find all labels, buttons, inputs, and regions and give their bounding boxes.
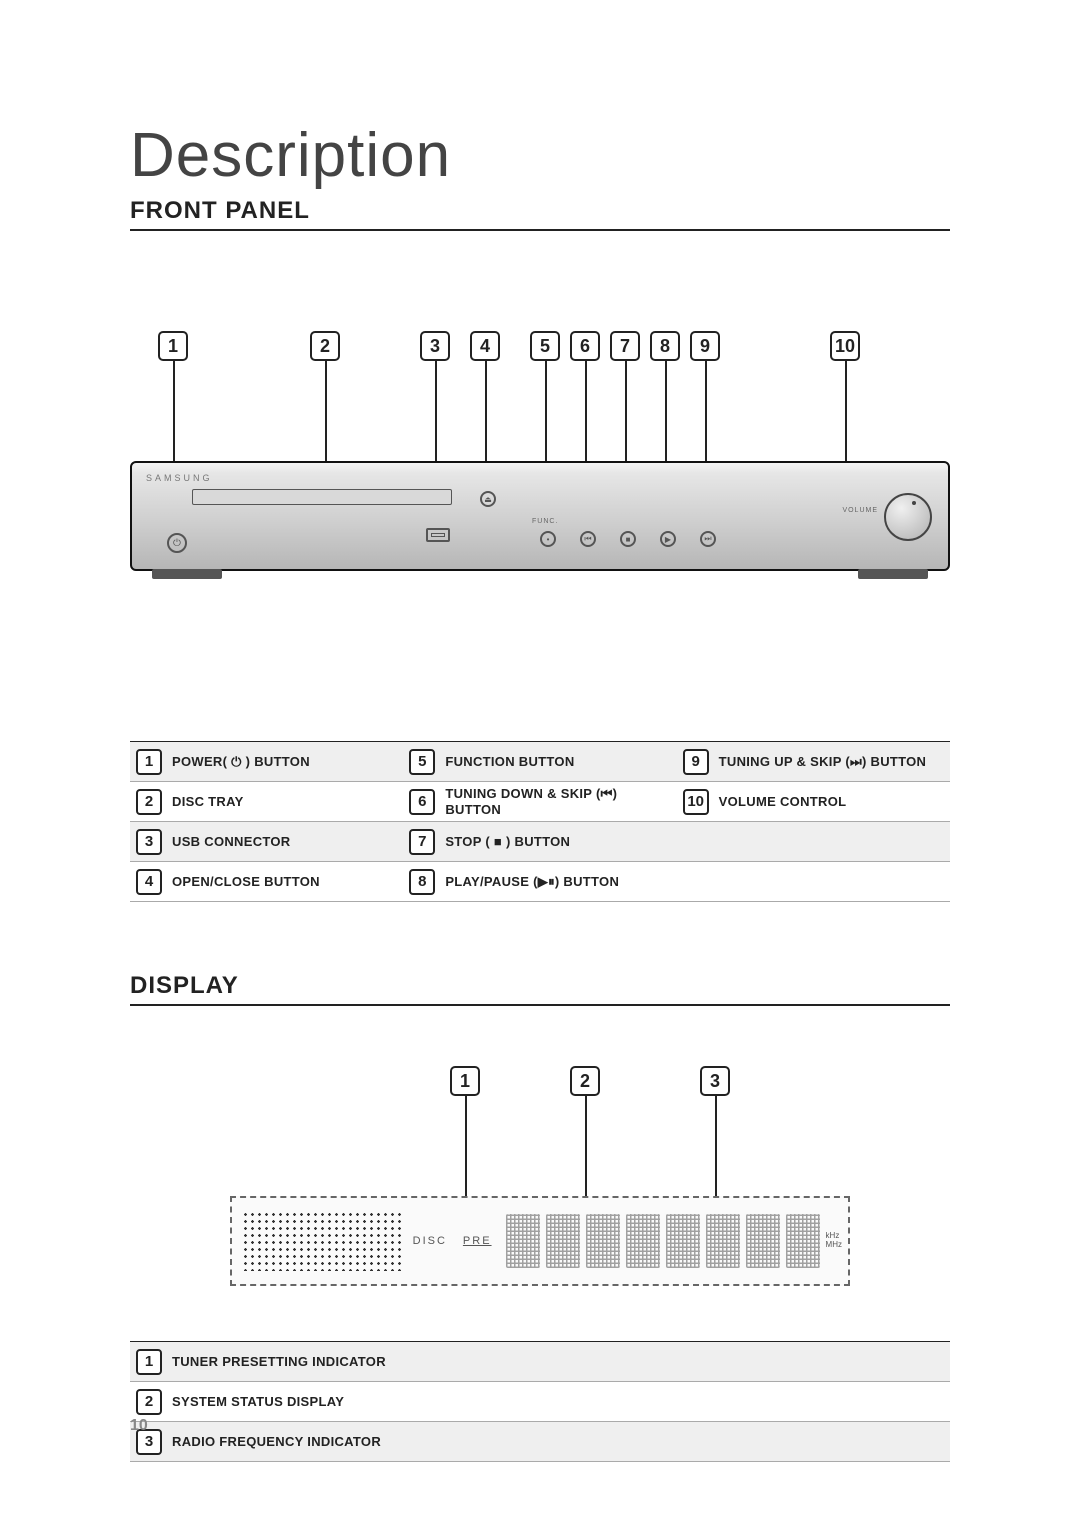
- legend-row: 2 SYSTEM STATUS DISPLAY: [130, 1382, 950, 1422]
- callout-6: 6: [570, 331, 600, 361]
- brand-label: SAMSUNG: [146, 473, 213, 483]
- legend-num: 5: [409, 749, 435, 775]
- disc-label: DISC: [413, 1235, 447, 1247]
- display-callouts: 1 2 3: [130, 1066, 950, 1106]
- callout-9: 9: [690, 331, 720, 361]
- legend-row: 4 OPEN/CLOSE BUTTON: [130, 862, 403, 902]
- play-pause-icon: ▶: [660, 531, 676, 547]
- legend-label: PLAY/PAUSE (▶⏸) BUTTON: [445, 874, 619, 890]
- legend-row: 3 RADIO FREQUENCY INDICATOR: [130, 1422, 950, 1462]
- legend-label: OPEN/CLOSE BUTTON: [172, 874, 320, 889]
- legend-num: 8: [409, 869, 435, 895]
- legend-row: [677, 822, 950, 862]
- volume-knob: [884, 493, 932, 541]
- callout-3: 3: [420, 331, 450, 361]
- legend-label: TUNER PRESETTING INDICATOR: [172, 1354, 386, 1369]
- legend-num: 2: [136, 789, 162, 815]
- front-panel-legend: 1 POWER( ⏻ ) BUTTON 2 DISC TRAY 3 USB CO…: [130, 741, 950, 902]
- legend-num: 4: [136, 869, 162, 895]
- legend-num: 10: [683, 789, 709, 815]
- display-callout-2: 2: [570, 1066, 600, 1096]
- skip-fwd-icon: ⏭: [700, 531, 716, 547]
- legend-row: 6 TUNING DOWN & SKIP (⏮) BUTTON: [403, 782, 676, 822]
- pre-label: PRE: [463, 1235, 492, 1247]
- legend-row: [677, 862, 950, 902]
- legend-label: TUNING UP & SKIP (⏭) BUTTON: [719, 754, 927, 770]
- legend-label: DISC TRAY: [172, 794, 244, 809]
- legend-label: FUNCTION BUTTON: [445, 754, 574, 769]
- legend-row: 2 DISC TRAY: [130, 782, 403, 822]
- disc-tray: [192, 489, 452, 505]
- display-panel-illustration: DISC PRE kHz MHz: [230, 1196, 850, 1286]
- callout-2: 2: [310, 331, 340, 361]
- legend-num: 9: [683, 749, 709, 775]
- legend-row: 5 FUNCTION BUTTON: [403, 742, 676, 782]
- legend-row: 1 POWER( ⏻ ) BUTTON: [130, 742, 403, 782]
- callout-10: 10: [830, 331, 860, 361]
- front-panel-heading: FRONT PANEL: [130, 197, 950, 231]
- power-icon: ⏻: [167, 533, 187, 553]
- stop-icon: ■: [620, 531, 636, 547]
- legend-row: 8 PLAY/PAUSE (▶⏸) BUTTON: [403, 862, 676, 902]
- callout-8: 8: [650, 331, 680, 361]
- front-panel-callouts: 1 2 3 4 5 6 7 8 9 10: [130, 331, 950, 371]
- callout-5: 5: [530, 331, 560, 361]
- device-illustration: SAMSUNG ⏻ ⏏ FUNC. • ⏮ ■ ▶ ⏭ VOLUME: [130, 461, 950, 621]
- legend-label: SYSTEM STATUS DISPLAY: [172, 1394, 344, 1409]
- legend-row: 10 VOLUME CONTROL: [677, 782, 950, 822]
- legend-label: USB CONNECTOR: [172, 834, 291, 849]
- usb-icon: [426, 528, 450, 542]
- legend-row: 9 TUNING UP & SKIP (⏭) BUTTON: [677, 742, 950, 782]
- legend-label: RADIO FREQUENCY INDICATOR: [172, 1434, 381, 1449]
- seven-segment: [500, 1211, 826, 1271]
- page-number: 10: [130, 1417, 148, 1435]
- display-legend: 1 TUNER PRESETTING INDICATOR 2 SYSTEM ST…: [130, 1341, 950, 1462]
- dot-matrix: [242, 1211, 405, 1271]
- legend-num: 7: [409, 829, 435, 855]
- eject-icon: ⏏: [480, 491, 496, 507]
- legend-row: 1 TUNER PRESETTING INDICATOR: [130, 1342, 950, 1382]
- legend-num: 3: [136, 829, 162, 855]
- display-callout-1: 1: [450, 1066, 480, 1096]
- volume-label: VOLUME: [842, 507, 878, 514]
- page-title: Description: [130, 120, 950, 191]
- legend-label: STOP ( ■ ) BUTTON: [445, 834, 570, 849]
- legend-num: 1: [136, 1349, 162, 1375]
- freq-units: kHz MHz: [826, 1232, 848, 1250]
- display-heading: DISPLAY: [130, 972, 950, 1006]
- skip-back-icon: ⏮: [580, 531, 596, 547]
- function-button-icon: •: [540, 531, 556, 547]
- legend-num: 2: [136, 1389, 162, 1415]
- legend-row: 3 USB CONNECTOR: [130, 822, 403, 862]
- func-label: FUNC.: [532, 518, 558, 525]
- callout-7: 7: [610, 331, 640, 361]
- legend-num: 6: [409, 789, 435, 815]
- display-callout-3: 3: [700, 1066, 730, 1096]
- legend-num: 1: [136, 749, 162, 775]
- legend-row: 7 STOP ( ■ ) BUTTON: [403, 822, 676, 862]
- callout-4: 4: [470, 331, 500, 361]
- legend-label: TUNING DOWN & SKIP (⏮) BUTTON: [445, 786, 670, 817]
- legend-label: POWER( ⏻ ) BUTTON: [172, 754, 310, 770]
- callout-1: 1: [158, 331, 188, 361]
- legend-label: VOLUME CONTROL: [719, 794, 847, 809]
